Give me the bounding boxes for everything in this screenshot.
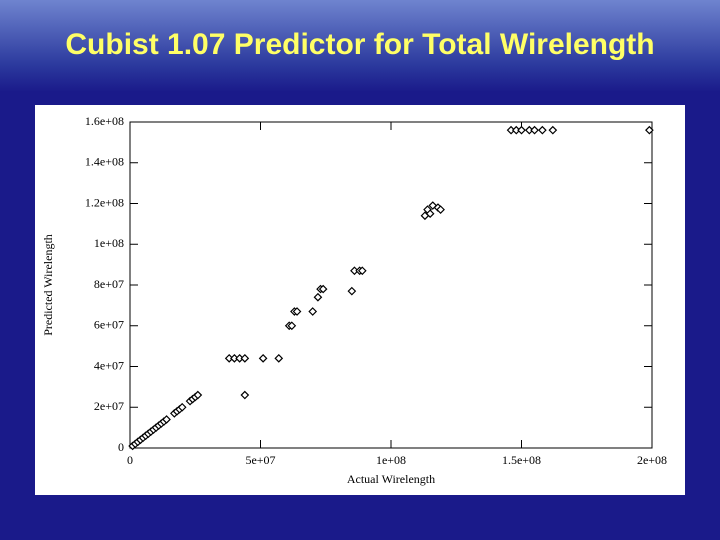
point xyxy=(162,415,171,424)
point xyxy=(274,354,284,363)
y-tick-label: 4e+07 xyxy=(94,358,124,372)
y-tick-label: 8e+07 xyxy=(94,277,124,291)
point xyxy=(425,209,435,219)
x-tick-label: 1e+08 xyxy=(376,453,406,467)
point xyxy=(318,284,328,294)
slide-title: Cubist 1.07 Predictor for Total Wireleng… xyxy=(65,28,655,61)
point xyxy=(436,205,445,214)
point xyxy=(308,307,318,316)
x-tick-label: 1.5e+08 xyxy=(502,453,541,467)
point xyxy=(313,292,323,302)
chart-background xyxy=(35,105,685,495)
point xyxy=(292,307,302,316)
chart: 0 2e+07 4e+07 6e+07 8e+07 1e+08 1.2e+08 1.4e+08… xyxy=(35,105,685,495)
point xyxy=(645,125,654,135)
y-tick-label: 1.4e+08 xyxy=(85,155,124,169)
y-tick-label: 1.6e+08 xyxy=(85,114,124,128)
y-axis-label: Predicted Wirelength xyxy=(41,234,55,336)
y-tick-label: 2e+07 xyxy=(94,399,124,413)
point xyxy=(287,321,297,331)
y-tick-label: 1e+08 xyxy=(94,236,124,250)
point xyxy=(258,354,268,363)
point xyxy=(240,354,250,363)
point xyxy=(193,390,203,400)
point xyxy=(538,125,547,135)
point xyxy=(357,266,367,276)
y-tick-label: 0 xyxy=(118,440,124,454)
point xyxy=(347,286,357,296)
y-tick-label: 1.2e+08 xyxy=(85,195,124,209)
x-tick-label: 5e+07 xyxy=(245,453,275,467)
x-axis-label: Actual Wirelength xyxy=(347,472,435,486)
y-tick-label: 6e+07 xyxy=(94,318,124,332)
x-tick-label: 0 xyxy=(127,453,133,467)
point xyxy=(530,125,539,135)
point xyxy=(240,390,250,400)
x-tick-label: 2e+08 xyxy=(637,453,667,467)
point xyxy=(517,125,526,135)
header-band xyxy=(0,0,720,92)
point xyxy=(548,125,558,135)
point xyxy=(177,402,187,412)
